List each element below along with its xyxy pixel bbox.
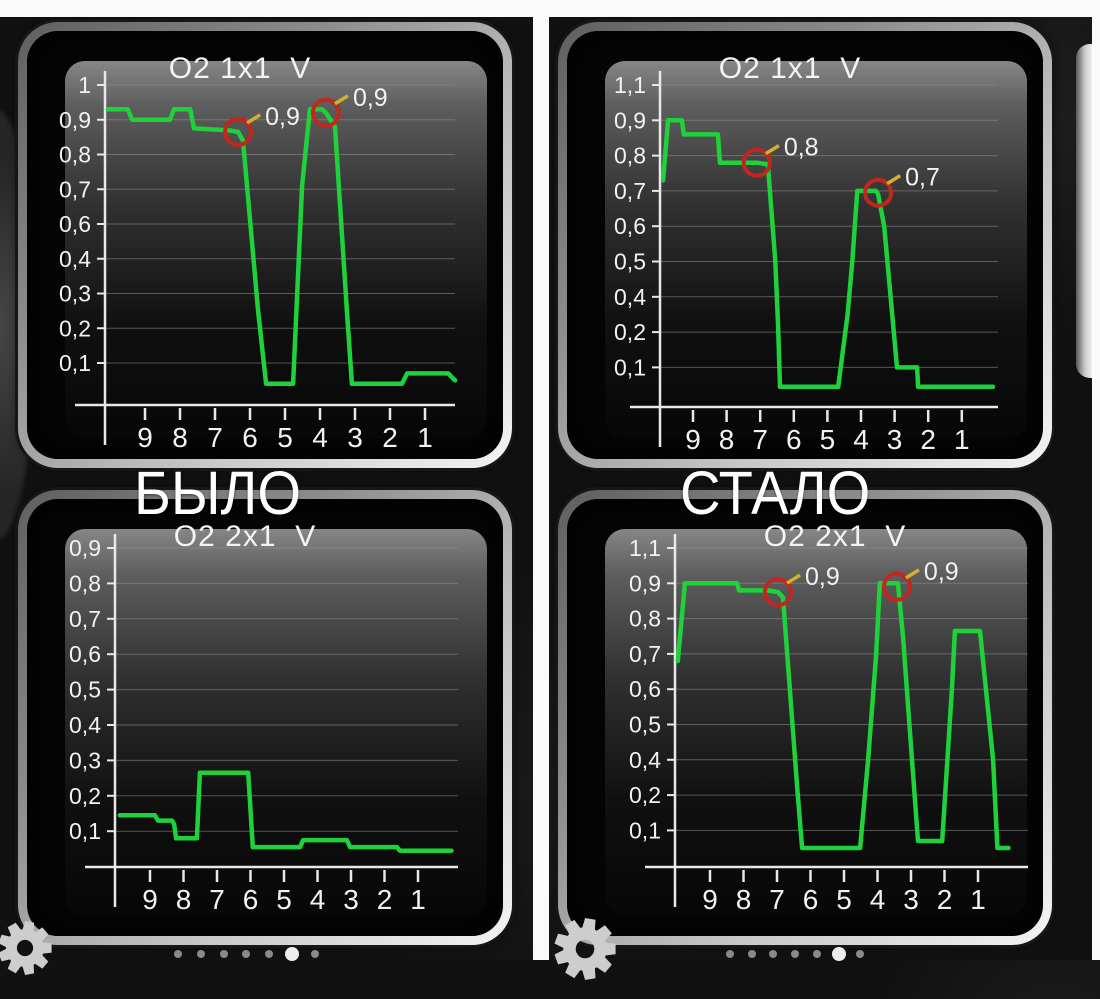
page-dot[interactable] xyxy=(726,950,734,958)
top-white-strip xyxy=(0,0,1100,17)
after-caption: СТАЛО xyxy=(680,459,871,527)
page-dot[interactable] xyxy=(747,950,756,958)
right-white-strip xyxy=(1092,0,1100,960)
page-dot[interactable] xyxy=(219,950,228,958)
page-dot-active[interactable] xyxy=(285,947,299,961)
page-dot[interactable] xyxy=(812,950,821,958)
page-dot[interactable] xyxy=(265,950,274,958)
page-dot[interactable] xyxy=(174,950,182,958)
settings-gear-icon[interactable] xyxy=(554,918,616,980)
chart-title: O2 1x1 V xyxy=(168,52,312,85)
settings-gear-icon[interactable] xyxy=(0,903,70,993)
page-dot[interactable] xyxy=(310,950,319,958)
gauge-panel-o2-2x1-before[interactable]: O2 2x1 V 0,9 0,8 0,7 0,6 0,5 0,4 0,3 0,2 0,1 9 8 7 6… xyxy=(18,490,512,945)
plot-background xyxy=(65,529,487,916)
page-dot[interactable] xyxy=(769,950,778,958)
gauge-panel-o2-2x1-after[interactable]: O2 2x1 V 1,1 0,9 0,8 0,7 0,6 0,5 0,4 0,2 0,1 9 8 7 6… xyxy=(558,490,1052,945)
gauge-screen xyxy=(27,499,503,936)
gauge-screen xyxy=(27,31,503,459)
page-dot[interactable] xyxy=(856,950,865,958)
settings-gear-icon[interactable] xyxy=(535,899,635,999)
plot-background xyxy=(605,529,1027,916)
screenshot-divider xyxy=(533,0,549,960)
gauge-panel-o2-1x1-before[interactable]: O2 1x1 V 1 0,9 0,8 0,7 0,6 0,4 0,3 0,2 0,1 9 8 7 6 5 4… xyxy=(18,22,512,468)
gauge-screen xyxy=(567,499,1043,936)
gauge-screen xyxy=(567,31,1043,459)
settings-gear-icon[interactable] xyxy=(0,921,52,975)
plot-background xyxy=(65,61,487,439)
page-dot[interactable] xyxy=(196,950,205,958)
page-dot[interactable] xyxy=(791,950,800,958)
adjacent-gauge-edge xyxy=(1076,44,1092,378)
before-caption: БЫЛО xyxy=(134,459,301,527)
chart-title: O2 1x1 V xyxy=(718,52,862,85)
gauge-panel-o2-1x1-after[interactable]: O2 1x1 V 1,1 0,9 0,8 0,7 0,6 0,5 0,4 0,2 0,1 9 8 7 6… xyxy=(558,22,1052,468)
page-dot[interactable] xyxy=(242,950,251,958)
plot-background xyxy=(605,61,1027,439)
page-dot-active[interactable] xyxy=(831,947,846,961)
